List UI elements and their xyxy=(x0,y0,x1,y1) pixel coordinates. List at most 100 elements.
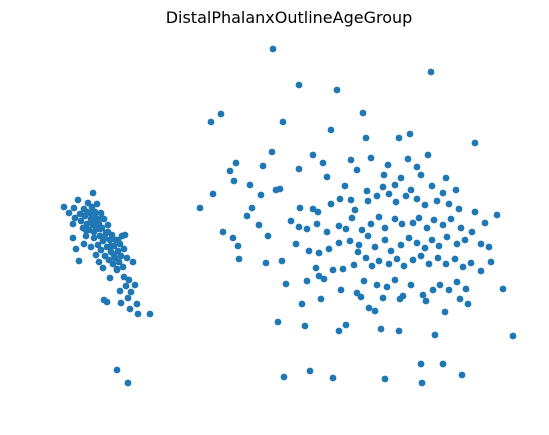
scatter-point xyxy=(381,236,389,244)
scatter-point xyxy=(124,379,132,387)
scatter-point xyxy=(306,367,314,375)
scatter-point xyxy=(375,213,383,221)
scatter-point xyxy=(453,240,461,248)
scatter-point xyxy=(477,240,485,248)
scatter-point xyxy=(126,305,134,313)
scatter-point xyxy=(325,245,333,253)
scatter-point xyxy=(456,295,464,303)
scatter-point xyxy=(104,228,112,236)
scatter-point xyxy=(207,118,215,126)
scatter-point xyxy=(481,219,489,227)
scatter-point xyxy=(413,195,421,203)
scatter-point xyxy=(471,139,479,147)
scatter-point xyxy=(400,262,408,270)
scatter-point xyxy=(442,174,450,182)
scatter-point xyxy=(329,374,337,382)
scatter-point xyxy=(114,236,122,244)
scatter-point xyxy=(458,371,466,379)
scatter-point xyxy=(123,254,131,262)
scatter-point xyxy=(371,243,379,251)
scatter-point xyxy=(106,274,114,282)
scatter-point xyxy=(368,262,376,270)
scatter-point xyxy=(101,234,109,242)
scatter-point xyxy=(120,245,128,253)
scatter-point xyxy=(402,192,410,200)
scatter-point xyxy=(431,331,439,339)
scatter-point xyxy=(375,257,383,265)
scatter-point xyxy=(264,232,272,240)
scatter-point xyxy=(393,255,401,263)
scatter-point xyxy=(280,373,288,381)
scatter-point xyxy=(120,273,128,281)
scatter-point xyxy=(110,251,118,259)
scatter-point xyxy=(371,307,379,315)
scatter-point xyxy=(443,233,451,241)
scatter-point xyxy=(88,217,96,225)
scatter-point xyxy=(462,285,470,293)
scatter-point xyxy=(435,242,443,250)
scatter-point xyxy=(337,286,345,294)
scatter-point xyxy=(269,45,277,53)
scatter-point xyxy=(234,242,242,250)
scatter-point xyxy=(278,257,286,265)
scatter-point xyxy=(354,248,362,256)
scatter-point xyxy=(255,221,263,229)
scatter-point xyxy=(133,300,141,308)
scatter-point xyxy=(429,286,437,294)
scatter-point xyxy=(246,181,254,189)
scatter-point xyxy=(398,220,406,228)
scatter-point xyxy=(430,216,438,224)
scatter-point xyxy=(417,171,425,179)
scatter-point xyxy=(276,185,284,193)
scatter-point xyxy=(69,234,77,242)
scatter-point xyxy=(445,286,453,294)
scatter-point xyxy=(319,159,327,167)
scatter-point xyxy=(335,327,343,335)
scatter-point xyxy=(296,204,304,212)
scatter-point xyxy=(342,321,350,329)
scatter-point xyxy=(459,263,467,271)
scatter-point xyxy=(109,260,117,268)
scatter-point xyxy=(103,298,111,306)
scatter-point xyxy=(425,260,433,268)
scatter-point xyxy=(88,203,96,211)
scatter-point xyxy=(107,242,115,250)
scatter-point xyxy=(436,281,444,289)
scatter-point xyxy=(295,223,303,231)
scatter-point xyxy=(415,214,423,222)
scatter-point xyxy=(499,285,507,293)
scatter-point xyxy=(217,110,225,118)
scatter-point xyxy=(377,325,385,333)
scatter-point xyxy=(298,300,306,308)
scatter-point xyxy=(93,200,101,208)
scatter-point xyxy=(309,151,317,159)
scatter-point xyxy=(75,257,83,265)
scatter-point xyxy=(60,203,68,211)
scatter-point xyxy=(424,151,432,159)
scatter-point xyxy=(413,239,421,247)
scatter-point xyxy=(406,130,414,138)
scatter-point xyxy=(452,186,460,194)
scatter-point xyxy=(127,288,135,296)
scatter-point xyxy=(196,204,204,212)
scatter-point xyxy=(350,261,358,269)
scatter-point xyxy=(439,221,447,229)
scatter-point xyxy=(72,245,80,253)
scatter-point xyxy=(362,134,370,142)
scatter-point xyxy=(219,228,227,236)
scatter-point xyxy=(335,222,343,230)
scatter-point xyxy=(274,318,282,326)
scatter-point xyxy=(82,232,90,240)
scatter-point xyxy=(493,211,501,219)
scatter-point xyxy=(268,148,276,156)
scatter-point xyxy=(146,310,154,318)
scatter-point xyxy=(323,228,331,236)
scatter-point xyxy=(441,308,449,316)
scatter-point xyxy=(451,255,459,263)
scatter-point xyxy=(353,166,361,174)
scatter-point xyxy=(98,214,106,222)
scatter-point xyxy=(428,182,436,190)
scatter-point xyxy=(418,379,426,387)
scatter-point xyxy=(445,200,453,208)
